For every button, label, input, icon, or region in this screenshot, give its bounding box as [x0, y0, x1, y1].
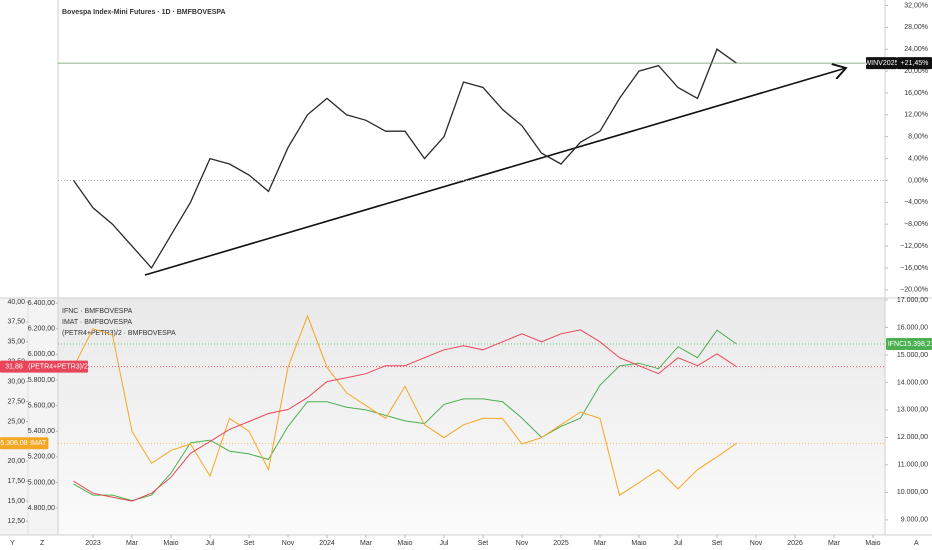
x-tick-label: Set	[478, 540, 489, 547]
x-tick-label: Maio	[631, 540, 646, 547]
x-tick-label: Jul	[674, 540, 683, 547]
x-tick-label: Mar	[126, 540, 139, 547]
last-value-tag-bg	[897, 57, 932, 70]
y-tick-label: 5.000,00	[28, 479, 55, 486]
lower-pane-bg	[58, 298, 885, 535]
x-tick-label: 2026	[787, 540, 803, 547]
y-tick-label: 14.000,00	[897, 379, 928, 386]
y-tick-label: 5.800,00	[28, 377, 55, 384]
legend-entry: IFNC · BMFBOVESPA	[62, 308, 133, 315]
y-tick-label: 28,00%	[904, 24, 928, 31]
y-tick-label: 25,00	[7, 418, 25, 425]
y-tick-label: 12,50	[7, 518, 25, 525]
series-line	[73, 329, 737, 502]
last-value-tag-bg	[0, 437, 28, 450]
x-tick-label: Maio	[865, 540, 880, 547]
series-line	[73, 329, 737, 502]
y-tick-label: 4,00%	[908, 155, 928, 162]
toolbar-button[interactable]: Z	[40, 540, 45, 547]
series-name-tag: IFNC	[888, 341, 904, 348]
x-tick-label: Set	[712, 540, 723, 547]
x-tick-label: Maio	[163, 540, 178, 547]
x-tick-label: Maio	[397, 540, 412, 547]
toolbar-button[interactable]: Y	[10, 540, 15, 547]
y-tick-label: −4,00%	[904, 199, 928, 206]
y-tick-label: 20,00%	[904, 68, 928, 75]
x-tick-label: Mar	[828, 540, 841, 547]
y-tick-label: 5.400,00	[28, 428, 55, 435]
y-tick-label: 35,00	[7, 339, 25, 346]
left-axis-bg	[0, 298, 58, 535]
y-tick-label: 4.800,00	[28, 505, 55, 512]
trend-line	[144, 68, 846, 276]
y-tick-label: −12,00%	[900, 243, 928, 250]
y-tick-label: 27,50	[7, 398, 25, 405]
y-tick-label: 13.000,00	[897, 407, 928, 414]
y-tick-label: 15.000,00	[897, 352, 928, 359]
last-value-tag: 15.398,21	[903, 341, 932, 348]
x-tick-label: 2023	[85, 540, 101, 547]
last-value-tag: 31,88	[5, 364, 23, 371]
toolbar-button[interactable]: A	[914, 540, 919, 547]
y-tick-label: 6.200,00	[28, 326, 55, 333]
y-tick-label: 17,50	[7, 478, 25, 485]
x-tick-label: Nov	[516, 540, 529, 547]
y-tick-label: 24,00%	[904, 46, 928, 53]
y-tick-label: 6.000,00	[28, 351, 55, 358]
y-tick-label: −8,00%	[904, 221, 928, 228]
series-name-tag: IMAT	[30, 440, 47, 447]
x-tick-label: Set	[244, 540, 255, 547]
legend-entry: IMAT · BMFBOVESPA	[62, 319, 132, 326]
chart-title: Bovespa Index-Mini Futures · 1D · BMFBOV…	[62, 9, 226, 16]
y-tick-label: 40,00	[7, 299, 25, 306]
x-tick-label: 2024	[319, 540, 335, 547]
y-tick-label: −20,00%	[900, 287, 928, 294]
y-tick-label: 15,00	[7, 498, 25, 505]
y-tick-label: 17.000,00	[897, 297, 928, 304]
legend-entry: (PETR4+PETR3)/2 · BMFBOVESPA	[62, 330, 176, 337]
y-tick-label: −16,00%	[900, 265, 928, 272]
y-tick-label: 32,00%	[904, 2, 928, 9]
y-tick-label: 8,00%	[908, 134, 928, 141]
y-tick-label: 37,50	[7, 319, 25, 326]
y-tick-label: 5.200,00	[28, 454, 55, 461]
y-tick-label: 12.000,00	[897, 434, 928, 441]
x-tick-label: Mar	[360, 540, 373, 547]
y-tick-label: 16.000,00	[897, 324, 928, 331]
series-name-tag: WINV2025	[865, 60, 899, 67]
y-tick-label: 0,00%	[908, 177, 928, 184]
y-tick-label: 10.000,00	[897, 489, 928, 496]
x-tick-label: 2025	[553, 540, 569, 547]
x-tick-label: Jul	[206, 540, 215, 547]
y-tick-label: 9.000,00	[901, 517, 928, 524]
y-tick-label: 11.000,00	[897, 462, 928, 469]
y-tick-label: 6.400,00	[28, 300, 55, 307]
y-tick-label: 16,00%	[904, 90, 928, 97]
last-value-tag-bg	[906, 337, 932, 350]
y-tick-label: 20,00	[7, 458, 25, 465]
x-tick-label: Nov	[750, 540, 763, 547]
last-value-tag: +21,45%	[901, 60, 929, 67]
y-tick-label: 5.600,00	[28, 402, 55, 409]
last-value-tag-bg	[0, 360, 28, 373]
y-tick-label: 30,00	[7, 378, 25, 385]
series-name-tag-bg	[886, 337, 906, 350]
series-name-tag: (PETR4+PETR3)/2	[28, 364, 88, 371]
series-name-tag-bg	[866, 57, 897, 70]
last-value-tag: 5.306,08	[0, 440, 27, 447]
x-tick-label: Nov	[282, 540, 295, 547]
series-line	[73, 314, 737, 497]
series-name-tag-bg	[28, 437, 49, 450]
x-tick-label: Mar	[594, 540, 607, 547]
y-tick-label: 12,00%	[904, 112, 928, 119]
series-line	[72, 48, 737, 269]
x-tick-label: Jul	[440, 540, 449, 547]
series-name-tag-bg	[28, 360, 88, 373]
